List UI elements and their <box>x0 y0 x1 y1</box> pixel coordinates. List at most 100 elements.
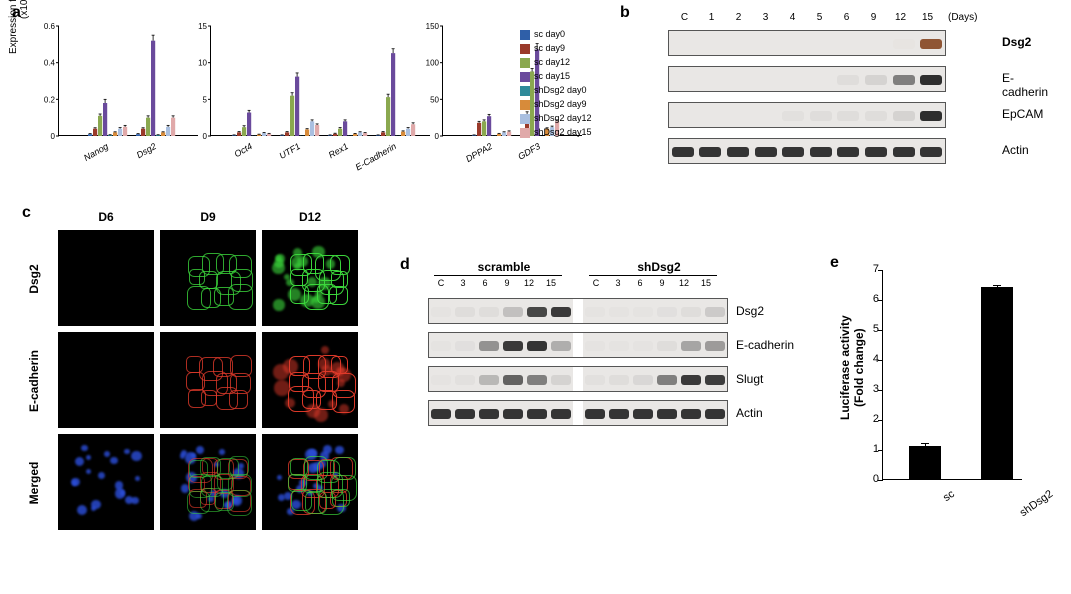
row-header: E-cadherin <box>27 333 41 429</box>
chart-bar <box>381 132 385 136</box>
micrograph <box>58 230 154 326</box>
lane-label: 6 <box>629 278 651 288</box>
western-blot <box>668 30 946 56</box>
y-tick: 4 <box>861 353 879 365</box>
legend-label: sc day15 <box>534 70 570 83</box>
svg-text:UTF1: UTF1 <box>278 141 302 161</box>
legend-label: shDsg2 day15 <box>534 126 592 139</box>
western-blot <box>428 332 728 358</box>
lane-label: 12 <box>518 278 540 288</box>
blot-label: Actin <box>736 406 763 420</box>
chart-bar <box>171 118 175 136</box>
blot-band <box>551 409 570 419</box>
blot-band <box>837 75 859 85</box>
chart-bar <box>363 133 367 136</box>
y-tick: 1 <box>861 443 879 455</box>
legend-swatch <box>520 72 530 82</box>
blot-band <box>503 409 522 419</box>
blot-band <box>585 375 604 385</box>
blot-band <box>681 409 700 419</box>
chart-bar <box>113 132 117 136</box>
blot-band <box>672 147 694 157</box>
blot-band <box>609 341 628 351</box>
blot-label: E-cadherin <box>736 338 794 352</box>
svg-text:0.6: 0.6 <box>44 22 56 31</box>
micrograph <box>160 332 256 428</box>
micrograph <box>58 332 154 428</box>
y-tick: 5 <box>861 323 879 335</box>
chart-bar <box>123 127 127 136</box>
blot-band <box>479 409 498 419</box>
blot-band <box>893 147 915 157</box>
blot-band <box>633 409 652 419</box>
chart-bar <box>472 135 476 136</box>
blot-band <box>837 147 859 157</box>
chart-bar <box>358 132 362 136</box>
svg-text:15: 15 <box>198 22 207 31</box>
blot-band <box>681 307 700 317</box>
panel-c: D6D9D12Dsg2E-cadherinMerged <box>20 210 360 580</box>
panel-a-subplot: 051015Oct4UTF1Rex1E-Cadherin <box>210 26 430 136</box>
blot-band <box>782 147 804 157</box>
legend-swatch <box>520 30 530 40</box>
legend-label: shDsg2 day0 <box>534 84 587 97</box>
blot-band <box>837 111 859 121</box>
legend-swatch <box>520 100 530 110</box>
svg-text:GDF3: GDF3 <box>516 141 542 162</box>
blot-band <box>657 375 676 385</box>
chart-bar <box>502 132 506 136</box>
blot-band <box>527 375 546 385</box>
western-blot <box>428 298 728 324</box>
legend-label: sc day9 <box>534 42 565 55</box>
blot-band <box>705 307 724 317</box>
chart-bar <box>386 97 390 136</box>
lane-label: 4 <box>780 12 805 23</box>
western-blot <box>668 102 946 128</box>
legend-swatch <box>520 44 530 54</box>
blot-band <box>455 307 474 317</box>
blot-band <box>705 341 724 351</box>
blot-band <box>527 341 546 351</box>
chart-bar <box>267 134 271 136</box>
svg-text:Nanog: Nanog <box>82 141 110 163</box>
lane-label: 3 <box>607 278 629 288</box>
row-header: Merged <box>27 435 41 531</box>
chart-bar <box>305 129 309 136</box>
chart-bar <box>406 129 410 136</box>
blot-band <box>609 307 628 317</box>
blot-band <box>920 39 942 49</box>
column-header: D9 <box>160 210 256 224</box>
svg-text:10: 10 <box>198 59 207 68</box>
chart-bar <box>401 132 405 136</box>
blot-band <box>609 409 628 419</box>
x-category: shDsg2 <box>1018 488 1055 519</box>
blot-band <box>920 147 942 157</box>
chart-bar <box>98 116 102 136</box>
chart-bar <box>88 134 92 136</box>
blot-band <box>920 111 942 121</box>
blot-band <box>782 111 804 121</box>
chart-bar <box>156 135 160 136</box>
svg-text:Oct4: Oct4 <box>233 141 254 159</box>
blot-band <box>920 75 942 85</box>
svg-text:0: 0 <box>51 132 56 141</box>
blot-band <box>431 409 450 419</box>
y-tick: 3 <box>861 383 879 395</box>
chart-bar <box>136 134 140 136</box>
legend-swatch <box>520 114 530 124</box>
chart-bar <box>411 124 415 136</box>
column-header: D6 <box>58 210 154 224</box>
western-blot <box>428 400 728 426</box>
panel-e: Luciferase activity (Fold change) 012345… <box>830 260 1050 540</box>
chart-bar <box>909 446 941 479</box>
blot-band <box>727 147 749 157</box>
legend-label: shDsg2 day12 <box>534 112 592 125</box>
row-header: Dsg2 <box>27 231 41 327</box>
legend-label: shDsg2 day9 <box>534 98 587 111</box>
panel-e-chart: 01234567scshDsg2 <box>882 270 1022 480</box>
blot-band <box>633 375 652 385</box>
svg-text:DPPA2: DPPA2 <box>464 141 494 164</box>
panel-a-legend: sc day0sc day9sc day12sc day15shDsg2 day… <box>520 28 592 140</box>
blot-band <box>681 375 700 385</box>
blot-label: Actin <box>1002 143 1029 157</box>
